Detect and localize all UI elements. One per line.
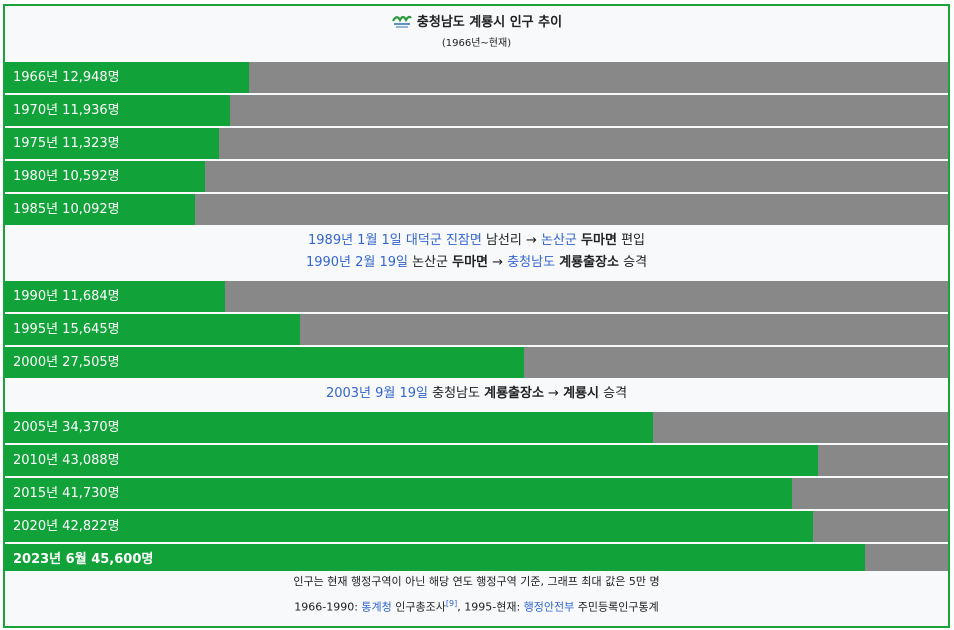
chart-header: 충청남도 계룡시 인구 추이 (1966년~현재) [5, 6, 948, 60]
note-text: → [543, 386, 564, 401]
bar-track: 1985년 10,092명 [5, 194, 948, 225]
bar-track: 2010년 43,088명 [5, 445, 948, 476]
note-text: 남선리 → [481, 233, 542, 248]
note-text: 승격 [619, 255, 648, 270]
note-link[interactable]: 1989년 1월 1일 [308, 233, 402, 248]
population-bar [5, 281, 226, 312]
population-bar [5, 544, 866, 575]
population-bar [5, 95, 231, 126]
bar-track: 2020년 42,822명 [5, 511, 948, 542]
note-text: 계룡출장소 [559, 255, 619, 270]
bar-label: 1970년 11,936명 [13, 103, 120, 118]
note-link[interactable]: 논산군 [541, 233, 577, 248]
population-bar [5, 412, 654, 443]
history-note: 1989년 1월 1일 대덕군 진잠면 남선리 → 논산군 두마면 편입 1990… [5, 225, 948, 279]
note-link[interactable]: 2003년 9월 19일 [325, 386, 428, 401]
bar-label: 1966년 12,948명 [13, 70, 120, 85]
population-bar [5, 161, 205, 192]
population-bar [5, 128, 219, 159]
note-text: 논산군 [407, 255, 453, 270]
note-text: 승격 [598, 386, 628, 401]
note-text: 계룡출장소 [484, 386, 544, 401]
note-text: 편입 [616, 233, 645, 248]
footer-text: , 1995-현재: [457, 600, 524, 614]
bar-track: 2005년 34,370명 [5, 412, 948, 443]
note-text: 충청남도 [428, 386, 485, 401]
bar-track: 1980년 10,592명 [5, 161, 948, 192]
bar-track: 2023년 6월 45,600명 [5, 544, 948, 575]
bar-label: 2010년 43,088명 [13, 453, 120, 468]
bar-label: 1995년 15,645명 [13, 322, 120, 337]
bar-track: 2015년 41,730명 [5, 478, 948, 509]
population-bar [5, 478, 793, 509]
population-chart-box: 충청남도 계룡시 인구 추이 (1966년~현재) 1966년 12,948명 1… [3, 4, 950, 628]
chart-footer: 인구는 현재 행정구역이 아닌 해당 연도 행정구역 기준, 그래프 최대 값은… [5, 571, 948, 626]
bar-label: 1975년 11,323명 [13, 136, 120, 151]
note-text: 계룡시 [563, 386, 599, 401]
bar-label: 1990년 11,684명 [13, 289, 120, 304]
footer-link[interactable]: 통계청 [361, 600, 392, 614]
chart-title-line: 충청남도 계룡시 인구 추이 [5, 12, 948, 32]
chart-title: 충청남도 계룡시 인구 추이 [416, 15, 563, 30]
bar-label: 1980년 10,592명 [13, 169, 120, 184]
bar-label: 2020년 42,822명 [13, 519, 120, 534]
bar-track: 1990년 11,684명 [5, 281, 948, 312]
population-bar [5, 347, 524, 378]
bar-label: 2023년 6월 45,600명 [13, 552, 154, 567]
population-bar [5, 511, 813, 542]
population-bar [5, 62, 250, 93]
bar-label: 2015년 41,730명 [13, 486, 120, 501]
footer-text: 인구총조사 [391, 600, 446, 614]
note-link[interactable]: 진잠면 [445, 233, 482, 248]
footer-source: 1966-1990: 통계청 인구총조사[9], 1995-현재: 행정안전부 … [5, 593, 948, 615]
bar-track: 2000년 27,505명 [5, 347, 948, 378]
note-link[interactable]: 1990년 2월 19일 [305, 255, 408, 270]
note-text: 두마면 [452, 255, 489, 270]
note-link[interactable]: 충청남도 [507, 255, 556, 270]
history-note-line: 1990년 2월 19일 논산군 두마면 → 충청남도 계룡출장소 승격 [5, 252, 948, 274]
note-text: → [488, 255, 508, 270]
note-link[interactable]: 대덕군 [405, 233, 442, 248]
footer-link[interactable]: [9] [445, 599, 458, 608]
population-bar [5, 445, 818, 476]
bar-track: 1975년 11,323명 [5, 128, 948, 159]
bar-label: 2000년 27,505명 [13, 355, 120, 370]
bar-label: 2005년 34,370명 [13, 420, 120, 435]
history-note-line: 2003년 9월 19일 충청남도 계룡출장소 → 계룡시 승격 [5, 383, 948, 405]
population-bar [5, 194, 196, 225]
chart-subtitle: (1966년~현재) [441, 38, 512, 49]
gyeryong-city-logo-icon [391, 15, 412, 28]
history-note: 2003년 9월 19일 충청남도 계룡출장소 → 계룡시 승격 [5, 378, 948, 410]
bar-label: 1985년 10,092명 [13, 202, 120, 217]
footer-text: 1966-1990: [294, 600, 362, 614]
population-bar [5, 314, 301, 345]
footer-note: 인구는 현재 행정구역이 아닌 해당 연도 행정구역 기준, 그래프 최대 값은… [293, 575, 660, 588]
footer-text: 주민등록인구통계 [574, 600, 659, 614]
note-text: 두마면 [581, 233, 617, 248]
bar-track: 1995년 15,645명 [5, 314, 948, 345]
bar-track: 1970년 11,936명 [5, 95, 948, 126]
footer-link[interactable]: 행정안전부 [523, 600, 575, 614]
bar-track: 1966년 12,948명 [5, 62, 948, 93]
history-note-line: 1989년 1월 1일 대덕군 진잠면 남선리 → 논산군 두마면 편입 [5, 230, 948, 252]
